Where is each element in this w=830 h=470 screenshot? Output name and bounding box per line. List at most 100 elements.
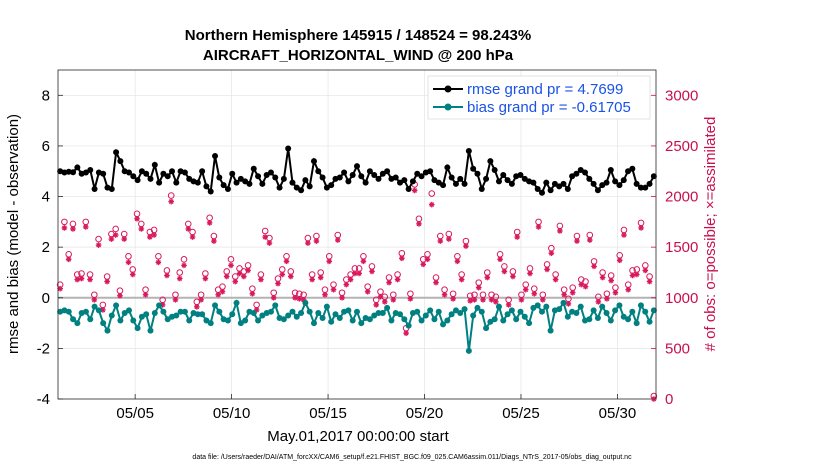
bias-point [577, 303, 584, 310]
bias-point [95, 307, 102, 314]
obs-assimilated-marker [326, 258, 333, 265]
obs-assimilated-marker [527, 270, 533, 277]
obs-assimilated-marker [612, 289, 619, 296]
obs-assimilated-marker [228, 262, 234, 269]
obs-assimilated-marker [646, 278, 653, 285]
rmse-point [130, 173, 137, 180]
rmse-point [362, 179, 369, 186]
obs-assimilated-marker [591, 263, 597, 270]
rmse-point [646, 180, 653, 187]
obs-assimilated-marker [399, 255, 405, 262]
obs-assimilated-marker [334, 237, 341, 243]
obs-assimilated-marker [386, 279, 392, 286]
rmse-point [151, 161, 158, 168]
bias-point [629, 308, 636, 315]
obs-assimilated-marker [467, 298, 473, 304]
bias-point [125, 307, 132, 314]
rmse-point [280, 175, 287, 182]
x-tick-label: 05/10 [213, 405, 251, 422]
obs-assimilated-marker [57, 285, 63, 292]
obs-assimilated-marker [595, 299, 602, 305]
obs-assimilated-marker [292, 294, 298, 301]
y-axis-label-left: rmse and bias (model - observation) [5, 114, 22, 354]
rmse-point [108, 185, 115, 192]
obs-assimilated-marker [317, 274, 324, 281]
rmse-point [508, 180, 515, 187]
obs-assimilated-marker [578, 281, 585, 288]
bias-point [323, 303, 330, 310]
obs-assimilated-marker [164, 272, 170, 279]
x-tick-label: 05/20 [406, 405, 444, 422]
bias-point [82, 308, 89, 315]
bias-point [186, 317, 193, 324]
y-left-tick-label: 0 [42, 290, 50, 307]
obs-assimilated-marker [206, 220, 213, 226]
bias-point [444, 317, 451, 324]
rmse-point [358, 173, 365, 180]
rmse-point [255, 173, 262, 180]
rmse-point [285, 145, 292, 152]
obs-possible-marker [176, 269, 184, 276]
obs-assimilated-marker [501, 268, 508, 275]
bias-point [422, 312, 429, 319]
obs-possible-marker [112, 225, 119, 233]
obs-assimilated-marker [117, 292, 123, 299]
rmse-point [384, 168, 391, 175]
obs-assimilated-marker [604, 295, 610, 302]
rmse-point [440, 182, 447, 189]
rmse-point [444, 164, 451, 171]
rmse-point [452, 180, 459, 187]
bias-point [229, 311, 236, 318]
rmse-point [216, 174, 223, 181]
bias-point [491, 316, 498, 323]
obs-assimilated-marker [522, 286, 529, 293]
bias-point [616, 302, 623, 309]
obs-assimilated-marker [121, 236, 128, 242]
obs-assimilated-marker [424, 256, 431, 263]
obs-assimilated-marker [296, 295, 303, 302]
rmse-point [474, 170, 481, 177]
legend: rmse grand pr = 4.7699 bias grand pr = -… [427, 75, 651, 120]
x-tick-label: 05/15 [309, 405, 347, 422]
obs-assimilated-marker [377, 293, 384, 300]
rmse-point [250, 165, 257, 172]
obs-assimilated-marker [463, 243, 469, 249]
obs-possible-marker [227, 256, 235, 263]
obs-assimilated-marker [493, 299, 499, 305]
rmse-point [173, 179, 180, 186]
obs-assimilated-marker [168, 198, 174, 205]
rmse-point [259, 180, 266, 187]
obs-assimilated-marker [407, 295, 414, 302]
bias-point [255, 317, 262, 324]
rmse-point [328, 182, 335, 189]
legend-rmse-label: rmse grand pr = 4.7699 [467, 81, 623, 98]
rmse-point [478, 185, 485, 192]
rmse-point [573, 170, 580, 177]
obs-assimilated-marker [330, 286, 337, 293]
obs-assimilated-marker [138, 226, 145, 232]
obs-assimilated-marker [450, 295, 456, 302]
x-tick-label: 05/05 [116, 405, 154, 422]
bias-point [100, 320, 107, 327]
obs-assimilated-marker [219, 288, 226, 295]
obs-markers [56, 181, 658, 402]
rmse-point [229, 170, 236, 177]
obs-assimilated-marker [142, 291, 149, 298]
rmse-point [276, 184, 283, 191]
rmse-point [637, 184, 644, 191]
bias-point [147, 327, 154, 334]
bias-point [91, 303, 98, 310]
obs-assimilated-marker [185, 226, 192, 232]
rmse-point [143, 170, 150, 177]
obs-possible-marker [61, 218, 68, 226]
rmse-point [349, 172, 356, 179]
rmse-point [354, 163, 360, 170]
rmse-point [470, 165, 477, 172]
bias-point [345, 307, 352, 314]
rmse-point [100, 170, 107, 177]
rmse-point [483, 175, 490, 182]
rmse-point [336, 174, 343, 181]
bias-point [625, 316, 632, 323]
obs-assimilated-marker [497, 256, 503, 263]
